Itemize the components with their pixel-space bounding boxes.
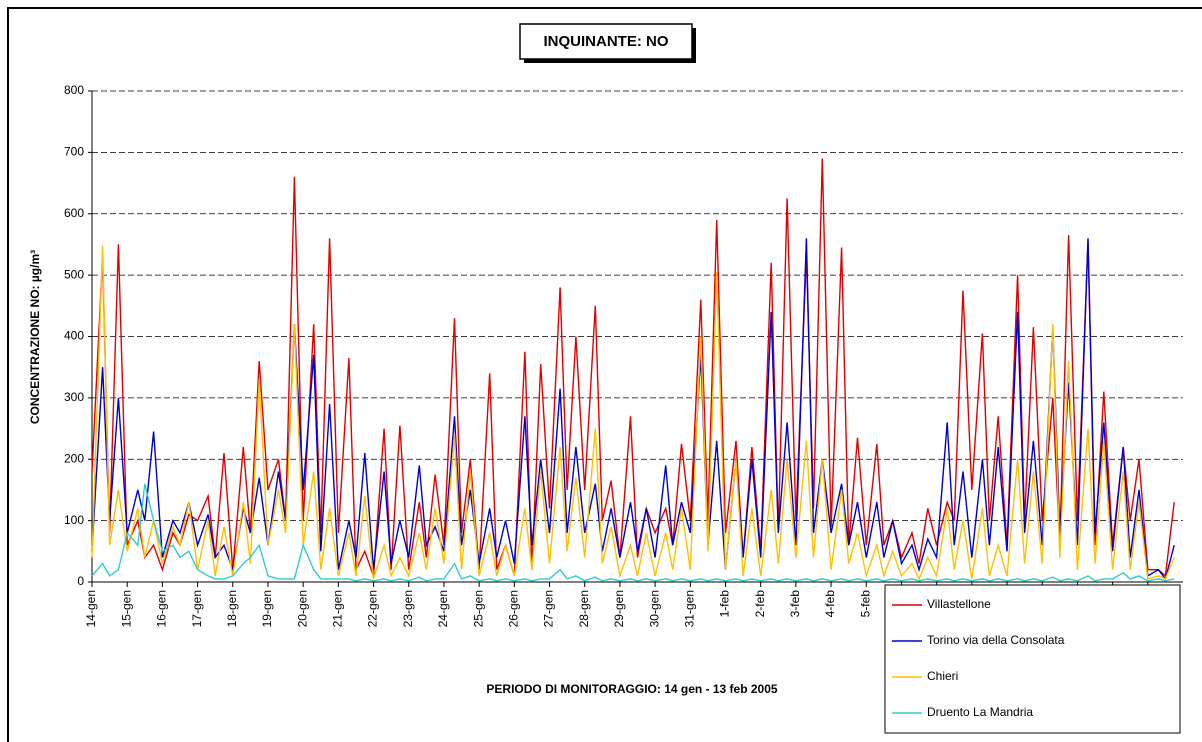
x-tick-label: 19-gen (260, 590, 274, 627)
x-tick-label: 14-gen (84, 590, 98, 627)
x-tick-label: 17-gen (190, 590, 204, 627)
x-tick-label: 27-gen (542, 590, 556, 627)
y-tick-label: 400 (64, 329, 84, 343)
title-box (519, 23, 693, 60)
x-tick-label: 3-feb (788, 590, 802, 618)
x-tick-label: 4-feb (823, 590, 837, 618)
x-tick-label: 5-feb (858, 590, 872, 618)
y-tick-label: 800 (64, 83, 84, 97)
y-tick-label: 500 (64, 267, 84, 281)
x-tick-label: 24-gen (436, 590, 450, 627)
chart-title: INQUINANTE: NO (544, 33, 669, 50)
y-tick-label: 200 (64, 451, 84, 465)
legend-label: Chieri (927, 669, 958, 683)
x-tick-label: 31-gen (682, 590, 696, 627)
x-tick-label: 21-gen (331, 590, 345, 627)
y-tick-label: 100 (64, 513, 84, 527)
x-tick-label: 29-gen (612, 590, 626, 627)
series-line (91, 483, 1175, 582)
x-tick-label: 1-feb (718, 590, 732, 618)
series-line (91, 238, 1175, 581)
y-tick-label: 600 (64, 206, 84, 220)
x-tick-label: 30-gen (647, 590, 661, 627)
x-tick-label: 26-gen (506, 590, 520, 627)
legend-label: Villastellone (927, 597, 991, 611)
y-tick-label: 0 (77, 574, 84, 588)
legend-label: Druento La Mandria (927, 705, 1033, 719)
x-tick-label: 23-gen (401, 590, 415, 627)
series-line (91, 158, 1175, 578)
y-axis-title: CONCENTRAZIONE NO: µg/m³ (28, 250, 42, 424)
x-tick-label: 25-gen (471, 590, 485, 627)
x-tick-label: 22-gen (366, 590, 380, 627)
series-line (91, 245, 1175, 581)
x-tick-label: 18-gen (225, 590, 239, 627)
legend-box (884, 584, 1181, 734)
legend-label: Torino via della Consolata (927, 633, 1065, 647)
x-tick-label: 28-gen (577, 590, 591, 627)
x-tick-label: 16-gen (155, 590, 169, 627)
y-tick-label: 300 (64, 390, 84, 404)
x-tick-label: 2-feb (753, 590, 767, 618)
y-tick-label: 700 (64, 145, 84, 159)
x-tick-label: 15-gen (119, 590, 133, 627)
x-axis-title: PERIODO DI MONITORAGGIO: 14 gen - 13 feb… (486, 682, 778, 696)
x-tick-label: 20-gen (295, 590, 309, 627)
